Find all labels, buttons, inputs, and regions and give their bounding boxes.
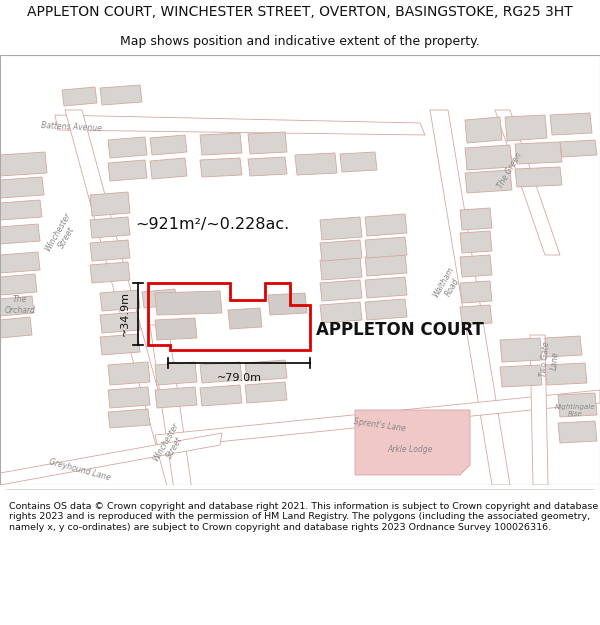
Polygon shape xyxy=(505,115,547,141)
Polygon shape xyxy=(530,335,548,485)
Text: Winchester
Street: Winchester Street xyxy=(151,421,189,469)
Polygon shape xyxy=(515,142,562,164)
Text: Two Gate
Lane: Two Gate Lane xyxy=(539,341,561,379)
Polygon shape xyxy=(0,152,47,176)
Polygon shape xyxy=(155,362,197,385)
Text: APPLETON COURT: APPLETON COURT xyxy=(316,321,484,339)
Polygon shape xyxy=(550,113,592,135)
Polygon shape xyxy=(558,421,597,443)
Polygon shape xyxy=(340,152,377,172)
Polygon shape xyxy=(100,334,140,355)
Polygon shape xyxy=(90,240,130,261)
Polygon shape xyxy=(100,85,142,105)
Polygon shape xyxy=(465,117,502,143)
Polygon shape xyxy=(0,252,40,273)
Polygon shape xyxy=(460,305,492,325)
Polygon shape xyxy=(0,224,40,244)
Polygon shape xyxy=(200,362,242,383)
Text: APPLETON COURT, WINCHESTER STREET, OVERTON, BASINGSTOKE, RG25 3HT: APPLETON COURT, WINCHESTER STREET, OVERT… xyxy=(27,5,573,19)
Polygon shape xyxy=(100,312,140,333)
Polygon shape xyxy=(150,135,187,155)
Polygon shape xyxy=(90,192,130,216)
Polygon shape xyxy=(365,254,407,276)
Polygon shape xyxy=(155,318,197,340)
Polygon shape xyxy=(100,290,140,311)
Polygon shape xyxy=(90,217,130,238)
Polygon shape xyxy=(465,145,512,170)
Polygon shape xyxy=(0,317,32,338)
Polygon shape xyxy=(200,385,242,406)
Polygon shape xyxy=(108,387,150,408)
Polygon shape xyxy=(150,158,187,179)
Polygon shape xyxy=(320,302,362,323)
Polygon shape xyxy=(248,157,287,176)
Text: The Green: The Green xyxy=(496,151,524,189)
Polygon shape xyxy=(558,393,597,417)
Text: Contains OS data © Crown copyright and database right 2021. This information is : Contains OS data © Crown copyright and d… xyxy=(9,502,598,532)
Polygon shape xyxy=(248,132,287,154)
Polygon shape xyxy=(365,277,407,298)
Polygon shape xyxy=(0,433,222,485)
Polygon shape xyxy=(500,338,542,362)
Polygon shape xyxy=(0,200,42,220)
Polygon shape xyxy=(268,293,307,315)
Polygon shape xyxy=(460,231,492,253)
Polygon shape xyxy=(142,289,177,308)
Polygon shape xyxy=(545,336,582,357)
Polygon shape xyxy=(320,217,362,240)
Polygon shape xyxy=(460,208,492,230)
Polygon shape xyxy=(355,410,470,475)
Polygon shape xyxy=(365,299,407,320)
Polygon shape xyxy=(430,110,510,485)
Text: The
Orchard: The Orchard xyxy=(5,295,35,315)
Polygon shape xyxy=(545,363,587,385)
Polygon shape xyxy=(320,257,362,280)
Polygon shape xyxy=(295,153,337,175)
Text: Waltham
Road: Waltham Road xyxy=(431,266,465,304)
Polygon shape xyxy=(560,140,597,157)
Text: ~34.9m: ~34.9m xyxy=(120,291,130,336)
Polygon shape xyxy=(365,237,407,258)
Polygon shape xyxy=(365,214,407,236)
Polygon shape xyxy=(200,133,242,155)
Polygon shape xyxy=(245,382,287,403)
Polygon shape xyxy=(108,362,150,385)
Text: Battens Avenue: Battens Avenue xyxy=(41,121,103,133)
Polygon shape xyxy=(460,281,492,303)
Text: ~79.0m: ~79.0m xyxy=(217,373,262,383)
Polygon shape xyxy=(108,160,147,181)
Polygon shape xyxy=(55,115,425,135)
Polygon shape xyxy=(62,87,97,106)
Text: ~921m²/~0.228ac.: ~921m²/~0.228ac. xyxy=(135,217,289,232)
Text: Nightingale
Rise: Nightingale Rise xyxy=(555,404,595,416)
Polygon shape xyxy=(155,390,600,448)
Text: Greyhound Lane: Greyhound Lane xyxy=(48,458,112,482)
Polygon shape xyxy=(228,308,262,329)
Polygon shape xyxy=(150,325,200,545)
Polygon shape xyxy=(90,262,130,283)
Polygon shape xyxy=(465,170,512,193)
Text: Arkle Lodge: Arkle Lodge xyxy=(388,446,433,454)
Polygon shape xyxy=(515,167,562,187)
Polygon shape xyxy=(0,177,44,198)
Polygon shape xyxy=(200,158,242,177)
Polygon shape xyxy=(320,280,362,301)
Polygon shape xyxy=(108,409,150,428)
Polygon shape xyxy=(320,240,362,261)
Text: Winchester
Street: Winchester Street xyxy=(43,211,81,259)
Polygon shape xyxy=(500,365,542,387)
Polygon shape xyxy=(460,255,492,277)
Polygon shape xyxy=(245,360,287,381)
Text: Sprent's Lane: Sprent's Lane xyxy=(353,417,407,433)
Polygon shape xyxy=(0,296,34,316)
Polygon shape xyxy=(155,291,222,315)
Polygon shape xyxy=(0,274,37,295)
Polygon shape xyxy=(495,110,560,255)
Polygon shape xyxy=(65,110,200,545)
Polygon shape xyxy=(108,137,147,158)
Text: Map shows position and indicative extent of the property.: Map shows position and indicative extent… xyxy=(120,35,480,48)
Polygon shape xyxy=(155,387,197,408)
